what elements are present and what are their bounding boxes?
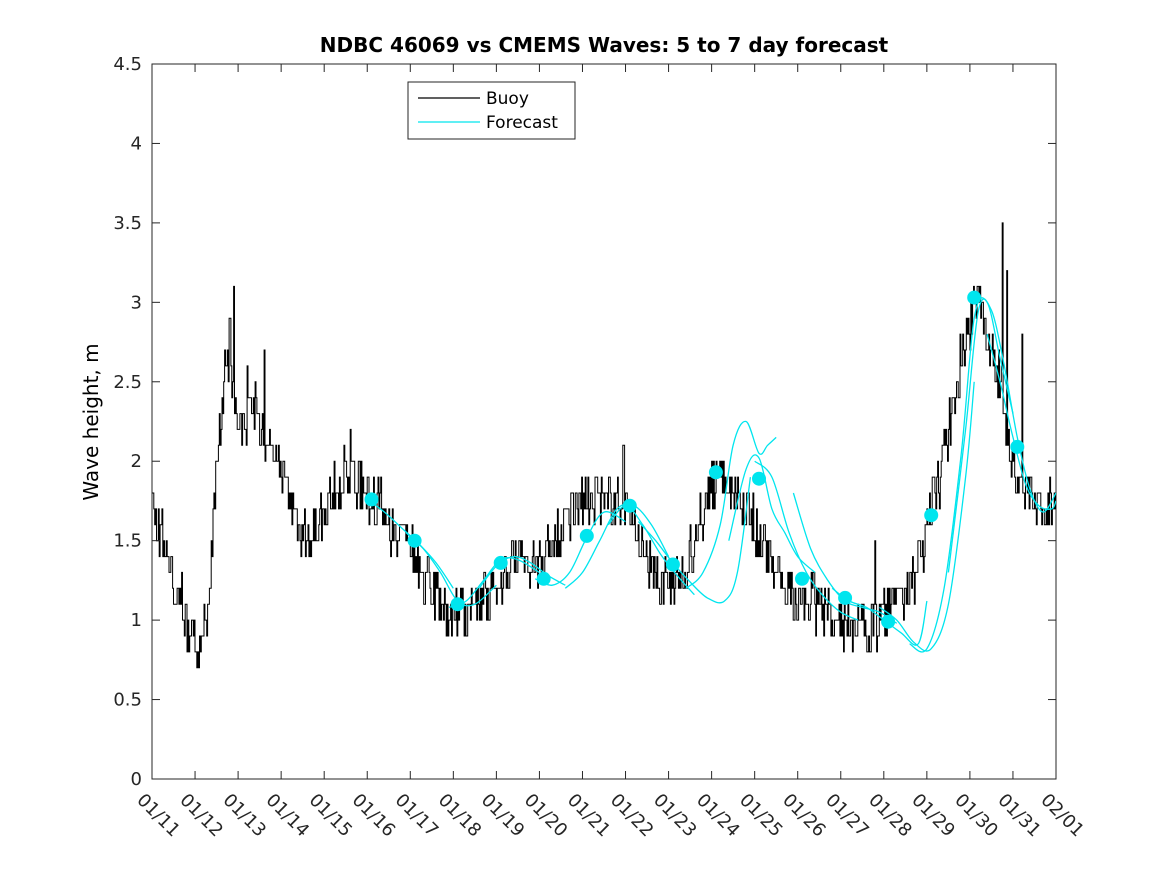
data-layer <box>152 222 1056 669</box>
y-tick-label-1: 0.5 <box>113 690 142 711</box>
forecast-marker-9 <box>708 465 723 480</box>
forecast-series-11 <box>754 460 859 621</box>
forecast-marker-14 <box>924 508 939 523</box>
forecast-marker-6 <box>579 528 594 543</box>
legend: Buoy Forecast <box>407 81 576 140</box>
forecast-marker-15 <box>967 290 982 305</box>
y-tick-label-4: 2 <box>131 451 142 472</box>
plot-area <box>151 63 1057 780</box>
forecast-marker-2 <box>407 533 422 548</box>
forecast-marker-8 <box>665 557 680 572</box>
forecast-marker-10 <box>752 471 766 486</box>
y-tick-label-6: 3 <box>131 292 142 313</box>
y-tick-label-5: 2.5 <box>113 372 142 393</box>
forecast-series-2 <box>405 532 497 607</box>
forecast-marker-12 <box>838 590 853 605</box>
legend-box <box>407 81 576 140</box>
forecast-series-14 <box>879 381 975 652</box>
y-tick-label-2: 1 <box>131 610 142 631</box>
y-axis-label: Wave height, m <box>79 343 103 500</box>
forecast-marker-5 <box>536 571 551 586</box>
forecast-series-15 <box>909 297 1014 653</box>
forecast-marker-13 <box>881 614 896 629</box>
y-tick-label-0: 0 <box>131 769 142 790</box>
forecast-series-8 <box>637 477 752 604</box>
forecast-series-17 <box>986 333 1056 510</box>
forecast-series-6 <box>564 503 670 589</box>
forecast-marker-11 <box>795 571 809 586</box>
plot-frame <box>151 63 1057 780</box>
forecast-series-3 <box>448 556 540 609</box>
forecast-marker-4 <box>493 555 508 570</box>
forecast-marker-1 <box>364 492 379 507</box>
forecast-marker-7 <box>622 498 637 513</box>
legend-label-buoy: Buoy <box>486 89 529 109</box>
y-tick-label-8: 4 <box>131 133 142 154</box>
y-tick-label-7: 3.5 <box>113 213 142 234</box>
forecast-series-10 <box>728 454 816 573</box>
forecast-marker-3 <box>450 597 465 612</box>
forecast-marker-16 <box>1010 439 1025 454</box>
buoy-series-line <box>152 222 1056 669</box>
forecast-series-16 <box>947 298 1056 573</box>
y-tick-label-9: 4.5 <box>113 54 142 75</box>
legend-label-forecast: Forecast <box>486 113 558 133</box>
forecast-series-9 <box>685 420 777 589</box>
y-tick-label-3: 1.5 <box>113 531 142 552</box>
forecast-series-5 <box>534 511 626 586</box>
chart-title: NDBC 46069 vs CMEMS Waves: 5 to 7 day fo… <box>320 33 889 57</box>
